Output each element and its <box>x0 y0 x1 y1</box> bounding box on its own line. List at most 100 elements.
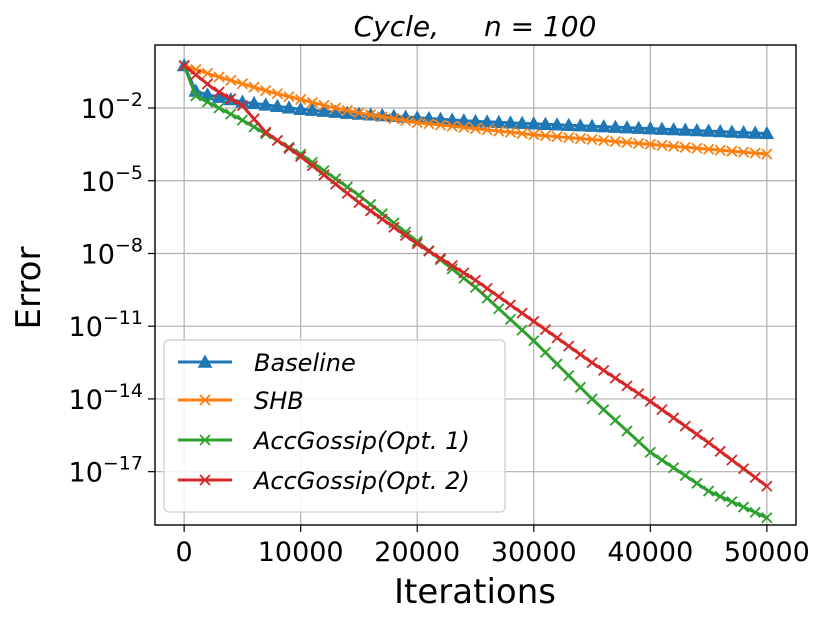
series-point <box>633 435 645 448</box>
series-point <box>516 127 528 140</box>
legend-marker <box>197 354 213 368</box>
series-point <box>178 59 190 72</box>
series-point <box>736 124 751 139</box>
series-point <box>458 267 470 279</box>
series-point <box>516 307 528 319</box>
series-point <box>258 97 274 111</box>
series-point <box>341 187 353 200</box>
series-point <box>749 147 761 159</box>
series-point <box>260 126 272 138</box>
series-point <box>724 124 740 138</box>
series-point <box>469 122 482 135</box>
series-point <box>726 145 738 157</box>
series-point <box>539 130 552 142</box>
x-tick-label: 30000 <box>491 537 577 568</box>
series-point <box>712 124 728 138</box>
series-point <box>621 136 633 149</box>
series-point <box>306 156 318 168</box>
series-point <box>200 87 215 101</box>
series-point <box>633 387 645 400</box>
series-point <box>504 299 517 311</box>
x-tick-label: 0 <box>176 537 193 568</box>
series-point <box>236 78 249 90</box>
series-point <box>493 290 505 303</box>
legend-marker <box>199 474 211 486</box>
chart-title: Cycle, n = 100 <box>354 10 597 43</box>
series-layer <box>176 58 775 524</box>
series-point <box>549 117 565 131</box>
series-point <box>293 101 309 115</box>
series-point <box>563 340 575 352</box>
series-point <box>596 119 612 133</box>
series-point <box>306 96 318 109</box>
series-point <box>201 67 214 79</box>
series-point <box>726 454 738 466</box>
y-axis-label: Error <box>9 247 49 330</box>
series-point <box>491 114 507 129</box>
y-tick-label: 10−5 <box>81 162 143 198</box>
series-point <box>563 131 575 144</box>
series-point <box>446 263 458 275</box>
series-point <box>281 100 297 114</box>
series-point <box>691 477 703 489</box>
series-point <box>691 142 703 154</box>
series-point <box>528 129 540 141</box>
series-point <box>656 139 668 152</box>
series-point <box>749 506 761 519</box>
series-point <box>621 380 633 392</box>
series-point <box>376 111 388 123</box>
series-point <box>225 93 237 105</box>
legend: Baseline SHB AccGossip(Opt. 1) AccGossip(Op… <box>163 339 506 513</box>
series-point <box>270 98 285 113</box>
series-point <box>388 221 400 233</box>
series-point <box>458 121 470 134</box>
series-point <box>341 104 353 117</box>
series-point <box>481 124 493 136</box>
series-point <box>399 229 412 242</box>
series-point <box>190 90 202 102</box>
series-point <box>667 412 680 424</box>
y-axis: 10−2 10−5 10−8 10−11 10−14 10−17 <box>69 89 155 489</box>
series-point <box>423 245 435 257</box>
series-point <box>539 323 552 336</box>
series-point <box>737 463 750 475</box>
series-point <box>642 121 658 135</box>
series-point <box>621 425 633 437</box>
series-point <box>330 178 342 190</box>
title-italic: Cycle, <box>354 10 439 43</box>
title-math: n = 100 <box>484 10 596 43</box>
legend-marker <box>199 434 211 446</box>
series-point <box>493 125 505 137</box>
series-point <box>481 282 493 295</box>
series-point <box>702 143 715 155</box>
series-point <box>679 420 691 432</box>
series-point <box>679 141 691 153</box>
x-tick-label: 50000 <box>724 537 810 568</box>
series-point <box>689 123 705 137</box>
series-point <box>656 403 668 416</box>
series-point <box>598 403 610 416</box>
series-point <box>213 71 225 83</box>
series-point <box>691 428 703 440</box>
legend-label: AccGossip(Opt. 1) <box>252 427 470 455</box>
series-point <box>469 274 482 286</box>
series-point <box>679 469 691 482</box>
x-tick-label: 10000 <box>258 537 344 568</box>
series-point <box>759 125 775 140</box>
x-axis: 0 10000 20000 30000 40000 50000 <box>176 525 810 568</box>
series-point <box>761 148 773 160</box>
series-point <box>190 69 202 81</box>
series-point <box>399 226 412 238</box>
legend-marker <box>199 394 211 406</box>
series-point <box>573 118 588 132</box>
series-point <box>609 372 621 384</box>
series-point <box>318 169 330 181</box>
x-tick-label: 20000 <box>374 537 460 568</box>
series-point <box>468 113 483 128</box>
series-point <box>609 135 621 148</box>
legend-label: SHB <box>254 387 304 415</box>
y-tick-label: 10−2 <box>81 89 143 125</box>
series-point <box>248 113 260 125</box>
series-point <box>304 102 320 116</box>
